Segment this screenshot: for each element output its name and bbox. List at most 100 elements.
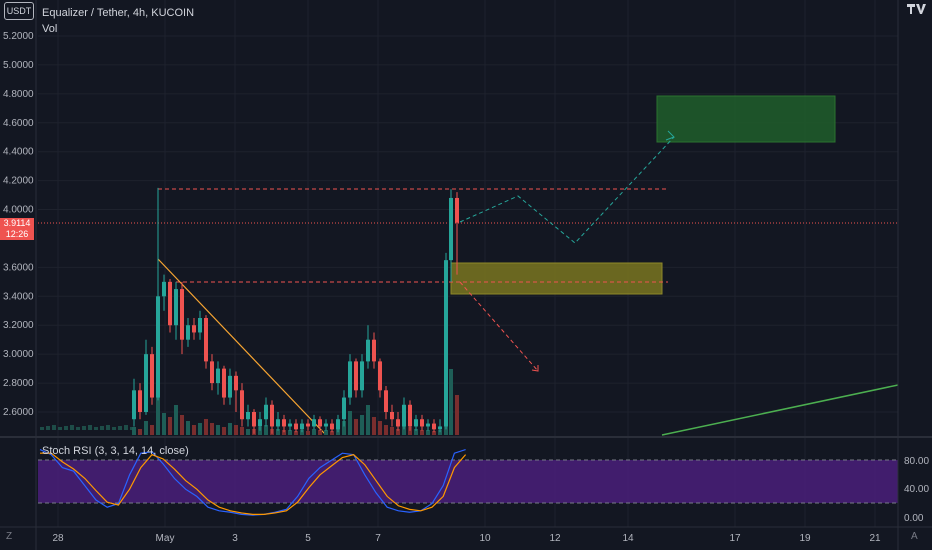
volume-bar xyxy=(455,395,459,435)
candle-body xyxy=(312,419,316,427)
candle-body xyxy=(306,423,310,427)
volume-bar xyxy=(354,419,358,435)
current-price-tag: 3.9114 12:26 xyxy=(0,218,34,240)
candle-body xyxy=(449,197,453,261)
candle-body xyxy=(252,412,256,427)
price-tick-label: 3.0000 xyxy=(3,349,34,360)
volume-bar xyxy=(432,431,436,435)
volume-bar xyxy=(420,430,424,435)
candle-countdown: 12:26 xyxy=(5,229,29,239)
volume-bar xyxy=(162,413,166,435)
volume-bar xyxy=(52,425,56,430)
current-price-value: 3.9114 xyxy=(3,218,31,228)
time-tick-label: 10 xyxy=(479,533,491,544)
volume-bar xyxy=(144,421,148,435)
candle-body xyxy=(288,423,292,427)
volume-bar xyxy=(312,429,316,435)
bullish-projection-path[interactable] xyxy=(459,136,675,244)
volume-bar xyxy=(70,425,74,430)
candle-body xyxy=(204,318,208,362)
rsi-axis[interactable]: 80.00 40.00 0.00 xyxy=(904,456,929,524)
candle-body xyxy=(384,390,388,412)
volume-bar xyxy=(64,426,68,430)
candle-body xyxy=(402,404,406,427)
volume-bar xyxy=(390,427,394,435)
candlestick-series[interactable] xyxy=(132,187,459,434)
time-tick-label: 21 xyxy=(869,533,881,544)
volume-bar xyxy=(210,423,214,435)
currency-badge[interactable]: USDT xyxy=(4,2,34,20)
candle-body xyxy=(432,423,436,430)
volume-bar xyxy=(204,419,208,435)
bullish-arrow-head xyxy=(665,130,675,141)
volume-bar xyxy=(318,430,322,435)
candle-body xyxy=(258,419,262,427)
volume-bar xyxy=(82,426,86,430)
candle-body xyxy=(156,296,160,398)
candle-body xyxy=(282,419,286,427)
volume-bar xyxy=(306,431,310,435)
candle-body xyxy=(420,419,424,427)
volume-bar xyxy=(234,425,238,435)
volume-bar xyxy=(264,425,268,435)
time-axis[interactable]: 28 May 3 5 7 10 12 14 17 19 21 xyxy=(52,533,881,544)
support-zone[interactable] xyxy=(450,262,663,295)
candle-body xyxy=(192,325,196,333)
rsi-tick-label: 0.00 xyxy=(904,513,924,524)
volume-bar xyxy=(258,427,262,435)
volume-bar xyxy=(366,405,370,435)
target-zone[interactable] xyxy=(656,95,836,143)
indicator-label[interactable]: Stoch RSI (3, 3, 14, 14, close) xyxy=(42,445,189,457)
volume-bar xyxy=(438,430,442,435)
rsi-band-fill xyxy=(38,460,898,503)
candle-body xyxy=(330,423,334,430)
price-tick-label: 4.2000 xyxy=(3,176,34,187)
volume-bar xyxy=(372,417,376,435)
volume-label: Vol xyxy=(42,23,58,35)
time-tick-label: 19 xyxy=(799,533,811,544)
candle-body xyxy=(336,419,340,430)
candle-body xyxy=(138,390,142,412)
volume-bar xyxy=(138,429,142,435)
candle-body xyxy=(174,289,178,326)
rsi-tick-label: 40.00 xyxy=(904,484,929,495)
candle-body xyxy=(324,423,328,427)
volume-bar xyxy=(222,427,226,435)
descending-trendline[interactable] xyxy=(157,258,326,435)
candle-body xyxy=(186,325,190,340)
volume-bar xyxy=(76,427,80,430)
volume-bar xyxy=(228,423,232,435)
candle-body xyxy=(180,289,184,340)
zoom-button[interactable]: Z xyxy=(6,531,13,542)
volume-bar xyxy=(300,430,304,435)
time-tick-label: 14 xyxy=(622,533,634,544)
stoch-k-line xyxy=(39,449,466,516)
volume-bar xyxy=(240,427,244,435)
volume-bar xyxy=(294,431,298,435)
volume-bar xyxy=(168,417,172,435)
auto-scale-button[interactable]: A xyxy=(911,531,918,542)
candle-body xyxy=(270,404,274,427)
volume-bar xyxy=(396,429,400,435)
volume-bar xyxy=(192,425,196,435)
stoch-d-line xyxy=(40,452,467,516)
volume-bar xyxy=(174,405,178,435)
bearish-projection-path[interactable] xyxy=(459,281,539,372)
volume-bar xyxy=(282,430,286,435)
candle-body xyxy=(390,412,394,420)
volume-bar xyxy=(384,425,388,435)
volume-bar xyxy=(124,425,128,430)
time-tick-label: 28 xyxy=(52,533,64,544)
tradingview-logo-icon[interactable] xyxy=(906,2,928,16)
grid xyxy=(38,0,898,527)
ascending-trendline[interactable] xyxy=(661,384,899,436)
price-tick-label: 5.0000 xyxy=(3,60,34,71)
volume-bar xyxy=(180,415,184,435)
volume-bar xyxy=(330,431,334,435)
candle-body xyxy=(444,260,448,427)
candle-body xyxy=(246,412,250,420)
candle-body xyxy=(360,361,364,391)
price-axis[interactable]: 5.2000 5.0000 4.8000 4.6000 4.4000 4.2000 4.00… xyxy=(3,31,34,418)
price-tick-label: 2.6000 xyxy=(3,407,34,418)
